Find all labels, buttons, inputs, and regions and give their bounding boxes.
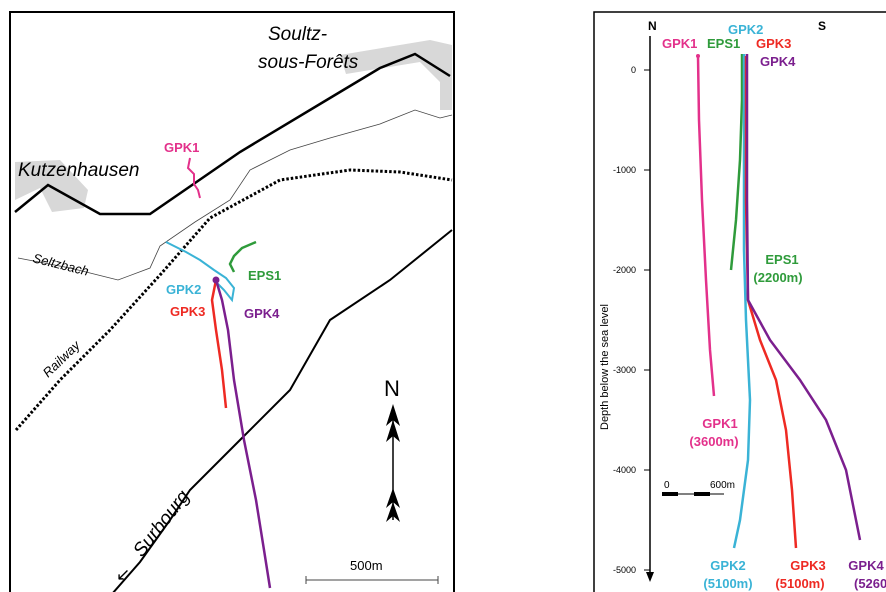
section-north-label: N <box>648 19 657 33</box>
gpk4-name-label: GPK4 <box>848 558 884 573</box>
depth-ticks: 0 -1000 -2000 -3000 -4000 -5000 <box>613 65 650 575</box>
soultz-label-line1: Soultz- <box>268 24 327 45</box>
map-gpk1-label: GPK1 <box>164 140 199 155</box>
gpk4-depth-label: (5260m) <box>854 576 886 591</box>
depth-axis <box>646 36 654 582</box>
soultz-label-line2: sous-Forêts <box>258 52 359 73</box>
section-panel: N S GPK1 EPS1 GPK2 GPK3 GPK4 0 -1000 -2000… <box>593 11 886 592</box>
gpk3-trace <box>210 279 228 409</box>
depth-tick-label: -5000 <box>613 565 636 575</box>
section-scale-bar <box>662 492 724 496</box>
top-gpk2-label: GPK2 <box>728 22 763 37</box>
section-scale-600: 600m <box>710 480 735 491</box>
depth-tick-label: 0 <box>631 65 636 75</box>
section-south-label: S <box>818 19 826 33</box>
road-upper <box>14 52 451 216</box>
section-gpk1-trace <box>696 55 716 397</box>
map-gpk3-label: GPK3 <box>170 304 205 319</box>
map-scale-label: 500m <box>350 558 383 573</box>
gpk2-depth-label: (5100m) <box>703 576 752 591</box>
soultz-town-area <box>340 40 452 110</box>
road-lower <box>112 229 453 592</box>
top-eps1-label: EPS1 <box>707 36 740 51</box>
gpk1-wellhead <box>696 54 700 58</box>
gpk1-name-label: GPK1 <box>702 416 737 431</box>
top-gpk1-label: GPK1 <box>662 36 697 51</box>
map-frame <box>9 11 455 592</box>
gpk2-name-label: GPK2 <box>710 558 745 573</box>
gpk3-name-label: GPK3 <box>790 558 825 573</box>
north-arrow-icon <box>386 404 400 522</box>
railway-line <box>14 168 453 431</box>
map-panel: Soultz- sous-Forêts Kutzenhausen Seltzba… <box>9 11 455 592</box>
map-gpk2-label: GPK2 <box>166 282 201 297</box>
top-gpk3-label: GPK3 <box>756 36 791 51</box>
section-scale-zero: 0 <box>664 480 670 491</box>
gpk1-trace <box>186 157 201 199</box>
gpk4-trace <box>214 279 272 589</box>
section-frame <box>593 11 886 592</box>
eps1-trace <box>228 240 257 273</box>
depth-axis-label: Depth below the sea level <box>599 304 611 430</box>
section-gpk4-trace <box>745 54 862 541</box>
map-north-label: N <box>384 376 400 401</box>
map-gpk4-label: GPK4 <box>244 306 280 321</box>
gpk3-depth-label: (5100m) <box>775 576 824 591</box>
depth-tick-label: -1000 <box>613 165 636 175</box>
gpk2-trace <box>165 241 236 303</box>
eps1-name-label: EPS1 <box>765 252 798 267</box>
section-eps1-trace <box>729 54 744 271</box>
depth-tick-label: -3000 <box>613 365 636 375</box>
top-gpk4-label: GPK4 <box>760 54 796 69</box>
kutzenhausen-label: Kutzenhausen <box>18 160 140 181</box>
map-scale-bar <box>305 576 439 584</box>
wellhead-marker <box>212 276 220 284</box>
depth-tick-label: -2000 <box>613 265 636 275</box>
seltzbach-river <box>17 109 453 281</box>
gpk1-depth-label: (3600m) <box>689 434 738 449</box>
map-eps1-label: EPS1 <box>248 268 281 283</box>
surbourg-arrow: ↙ <box>116 565 130 584</box>
eps1-depth-label: (2200m) <box>753 270 802 285</box>
section-gpk2-trace <box>732 54 752 549</box>
depth-tick-label: -4000 <box>613 465 636 475</box>
